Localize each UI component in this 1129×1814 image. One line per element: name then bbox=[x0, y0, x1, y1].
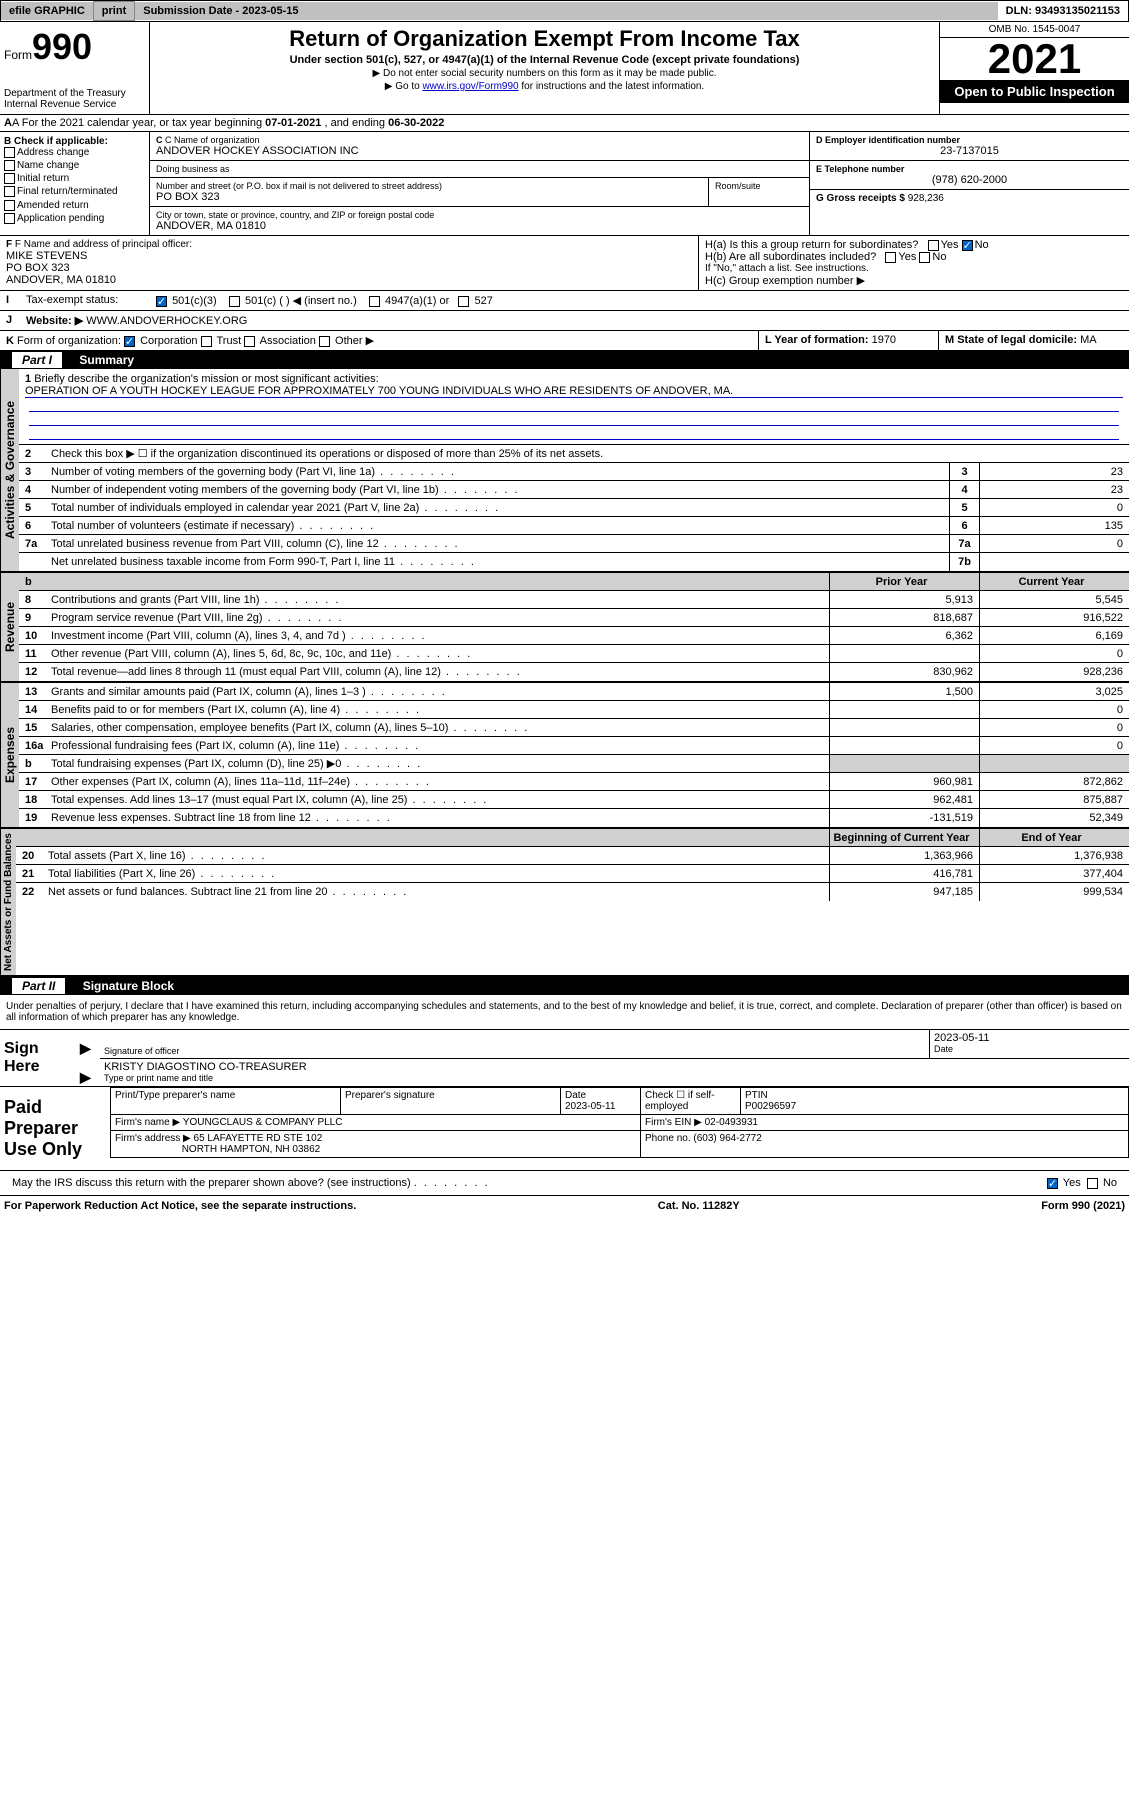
section-expenses: Expenses 13Grants and similar amounts pa… bbox=[0, 683, 1129, 829]
summary-line: 4Number of independent voting members of… bbox=[19, 481, 1129, 499]
chk-501c3[interactable] bbox=[156, 296, 167, 307]
summary-line: 7aTotal unrelated business revenue from … bbox=[19, 535, 1129, 553]
summary-line: 21Total liabilities (Part X, line 26)416… bbox=[16, 865, 1129, 883]
summary-line: 15Salaries, other compensation, employee… bbox=[19, 719, 1129, 737]
irs-link[interactable]: www.irs.gov/Form990 bbox=[422, 81, 518, 92]
dln: DLN: 93493135021153 bbox=[998, 2, 1128, 20]
note-goto: ▶ Go to www.irs.gov/Form990 for instruct… bbox=[154, 81, 935, 92]
chk-discuss-no[interactable] bbox=[1087, 1178, 1098, 1189]
chk-4947[interactable] bbox=[369, 296, 380, 307]
tax-year: 2021 bbox=[940, 38, 1129, 80]
summary-line: 8Contributions and grants (Part VIII, li… bbox=[19, 591, 1129, 609]
page-footer: For Paperwork Reduction Act Notice, see … bbox=[0, 1196, 1129, 1216]
block-c-name: C C Name of organization ANDOVER HOCKEY … bbox=[150, 132, 809, 161]
note-ssn: ▶ Do not enter social security numbers o… bbox=[154, 68, 935, 79]
block-e-phone: E Telephone number (978) 620-2000 bbox=[810, 161, 1129, 190]
part-ii-header: Part II Signature Block bbox=[0, 977, 1129, 995]
mission-text: OPERATION OF A YOUTH HOCKEY LEAGUE FOR A… bbox=[25, 385, 1123, 398]
form-title: Return of Organization Exempt From Incom… bbox=[154, 26, 935, 52]
submission-date: Submission Date - 2023-05-15 bbox=[135, 2, 997, 20]
row-a-tax-year: AA For the 2021 calendar year, or tax ye… bbox=[0, 115, 1129, 132]
chk-final-return[interactable]: Final return/terminated bbox=[4, 186, 145, 197]
summary-line: 10Investment income (Part VIII, column (… bbox=[19, 627, 1129, 645]
part-i-header: Part I Summary bbox=[0, 351, 1129, 369]
summary-line: 16aProfessional fundraising fees (Part I… bbox=[19, 737, 1129, 755]
summary-line: 17Other expenses (Part IX, column (A), l… bbox=[19, 773, 1129, 791]
block-city: City or town, state or province, country… bbox=[150, 207, 809, 235]
block-dba: Doing business as bbox=[150, 161, 809, 178]
summary-line: 19Revenue less expenses. Subtract line 1… bbox=[19, 809, 1129, 827]
summary-line: bTotal fundraising expenses (Part IX, co… bbox=[19, 755, 1129, 773]
open-public: Open to Public Inspection bbox=[940, 80, 1129, 103]
summary-line: 22Net assets or fund balances. Subtract … bbox=[16, 883, 1129, 901]
row-j-website: J Website: ▶ WWW.ANDOVERHOCKEY.ORG bbox=[0, 311, 1129, 331]
summary-line: 18Total expenses. Add lines 13–17 (must … bbox=[19, 791, 1129, 809]
form-header: Form990 Department of the Treasury Inter… bbox=[0, 22, 1129, 115]
chk-pending[interactable]: Application pending bbox=[4, 213, 145, 224]
summary-line: 20Total assets (Part X, line 16)1,363,96… bbox=[16, 847, 1129, 865]
chk-initial-return[interactable]: Initial return bbox=[4, 173, 145, 184]
chk-corp[interactable] bbox=[124, 336, 135, 347]
chk-assoc[interactable] bbox=[244, 336, 255, 347]
efile-label: efile GRAPHIC bbox=[1, 2, 93, 20]
col-b-checkboxes: B Check if applicable: Address change Na… bbox=[0, 132, 150, 235]
chk-501c[interactable] bbox=[229, 296, 240, 307]
chk-address-change[interactable]: Address change bbox=[4, 147, 145, 158]
summary-line: 11Other revenue (Part VIII, column (A), … bbox=[19, 645, 1129, 663]
h-a: H(a) Is this a group return for subordin… bbox=[705, 239, 1123, 251]
paid-preparer-block: Paid Preparer Use Only Print/Type prepar… bbox=[0, 1087, 1129, 1171]
discuss-row: May the IRS discuss this return with the… bbox=[0, 1171, 1129, 1196]
summary-line: 6Total number of volunteers (estimate if… bbox=[19, 517, 1129, 535]
arrow-icon: ▶ bbox=[80, 1069, 91, 1085]
irs-label: Internal Revenue Service bbox=[4, 99, 145, 110]
section-net-assets: Net Assets or Fund Balances Beginning of… bbox=[0, 829, 1129, 977]
section-revenue: Revenue b Prior Year Current Year 8Contr… bbox=[0, 573, 1129, 683]
summary-line: 9Program service revenue (Part VIII, lin… bbox=[19, 609, 1129, 627]
form-number: Form990 bbox=[4, 26, 145, 68]
sign-here-block: Sign Here ▶▶ Signature of officer 2023-0… bbox=[0, 1029, 1129, 1087]
m-state: M State of legal domicile: MA bbox=[939, 331, 1129, 350]
summary-line: 14Benefits paid to or for members (Part … bbox=[19, 701, 1129, 719]
chk-527[interactable] bbox=[458, 296, 469, 307]
arrow-icon: ▶ bbox=[80, 1040, 91, 1056]
block-street: Number and street (or P.O. box if mail i… bbox=[150, 178, 809, 207]
top-toolbar: efile GRAPHIC print Submission Date - 20… bbox=[0, 0, 1129, 22]
entity-info-grid: B Check if applicable: Address change Na… bbox=[0, 132, 1129, 236]
officer-name: KRISTY DIAGOSTINO CO-TREASURER bbox=[104, 1061, 1125, 1073]
declaration-text: Under penalties of perjury, I declare th… bbox=[0, 995, 1129, 1029]
form-subtitle: Under section 501(c), 527, or 4947(a)(1)… bbox=[154, 54, 935, 66]
chk-other[interactable] bbox=[319, 336, 330, 347]
chk-amended[interactable]: Amended return bbox=[4, 200, 145, 211]
print-button[interactable]: print bbox=[93, 1, 135, 21]
section-governance: Activities & Governance 1 Briefly descri… bbox=[0, 369, 1129, 573]
chk-discuss-yes[interactable] bbox=[1047, 1178, 1058, 1189]
h-b-note: If "No," attach a list. See instructions… bbox=[705, 263, 1123, 274]
block-d-ein: D Employer identification number 23-7137… bbox=[810, 132, 1129, 161]
summary-line: 12Total revenue—add lines 8 through 11 (… bbox=[19, 663, 1129, 681]
dept-treasury: Department of the Treasury bbox=[4, 88, 145, 99]
l-year-formation: L Year of formation: 1970 bbox=[759, 331, 939, 350]
h-c: H(c) Group exemption number ▶ bbox=[705, 274, 1123, 287]
block-g-gross: G Gross receipts $ 928,236 bbox=[810, 190, 1129, 207]
h-b: H(b) Are all subordinates included? Yes … bbox=[705, 251, 1123, 263]
summary-line: Net unrelated business taxable income fr… bbox=[19, 553, 1129, 571]
chk-trust[interactable] bbox=[201, 336, 212, 347]
summary-line: 5Total number of individuals employed in… bbox=[19, 499, 1129, 517]
summary-line: 3Number of voting members of the governi… bbox=[19, 463, 1129, 481]
row-klm: K Form of organization: Corporation Trus… bbox=[0, 331, 1129, 351]
chk-name-change[interactable]: Name change bbox=[4, 160, 145, 171]
summary-line: 13Grants and similar amounts paid (Part … bbox=[19, 683, 1129, 701]
row-f-h: F F Name and address of principal office… bbox=[0, 236, 1129, 291]
row-i-tax-status: I Tax-exempt status: 501(c)(3) 501(c) ( … bbox=[0, 291, 1129, 311]
